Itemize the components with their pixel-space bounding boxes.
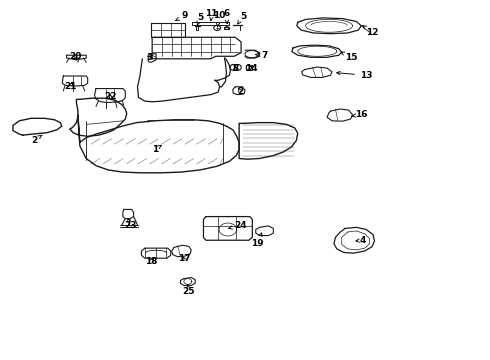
Text: 12: 12 bbox=[363, 26, 378, 37]
Text: 7: 7 bbox=[256, 51, 268, 60]
Text: 2: 2 bbox=[31, 135, 42, 145]
Text: 6: 6 bbox=[223, 9, 229, 24]
Text: 24: 24 bbox=[228, 221, 246, 230]
Text: 10: 10 bbox=[214, 11, 226, 26]
Text: 4: 4 bbox=[356, 236, 367, 245]
Text: 11: 11 bbox=[205, 9, 218, 21]
Text: 16: 16 bbox=[352, 110, 368, 119]
Text: 22: 22 bbox=[104, 92, 117, 101]
Text: 1: 1 bbox=[152, 145, 161, 154]
Text: 14: 14 bbox=[245, 64, 257, 73]
Text: 20: 20 bbox=[69, 52, 82, 61]
Text: 9: 9 bbox=[176, 11, 188, 21]
Text: 13: 13 bbox=[337, 71, 372, 80]
Text: 18: 18 bbox=[145, 257, 157, 266]
Text: 15: 15 bbox=[341, 52, 358, 62]
Text: 8: 8 bbox=[232, 64, 238, 73]
Text: 23: 23 bbox=[124, 219, 136, 230]
Text: 21: 21 bbox=[64, 82, 77, 91]
Text: 25: 25 bbox=[183, 284, 195, 296]
Text: 3: 3 bbox=[146, 53, 152, 62]
Text: 5: 5 bbox=[238, 12, 246, 24]
Text: 17: 17 bbox=[177, 255, 190, 264]
Text: 2: 2 bbox=[237, 86, 243, 95]
Text: 19: 19 bbox=[251, 233, 264, 248]
Text: 5: 5 bbox=[197, 13, 203, 25]
